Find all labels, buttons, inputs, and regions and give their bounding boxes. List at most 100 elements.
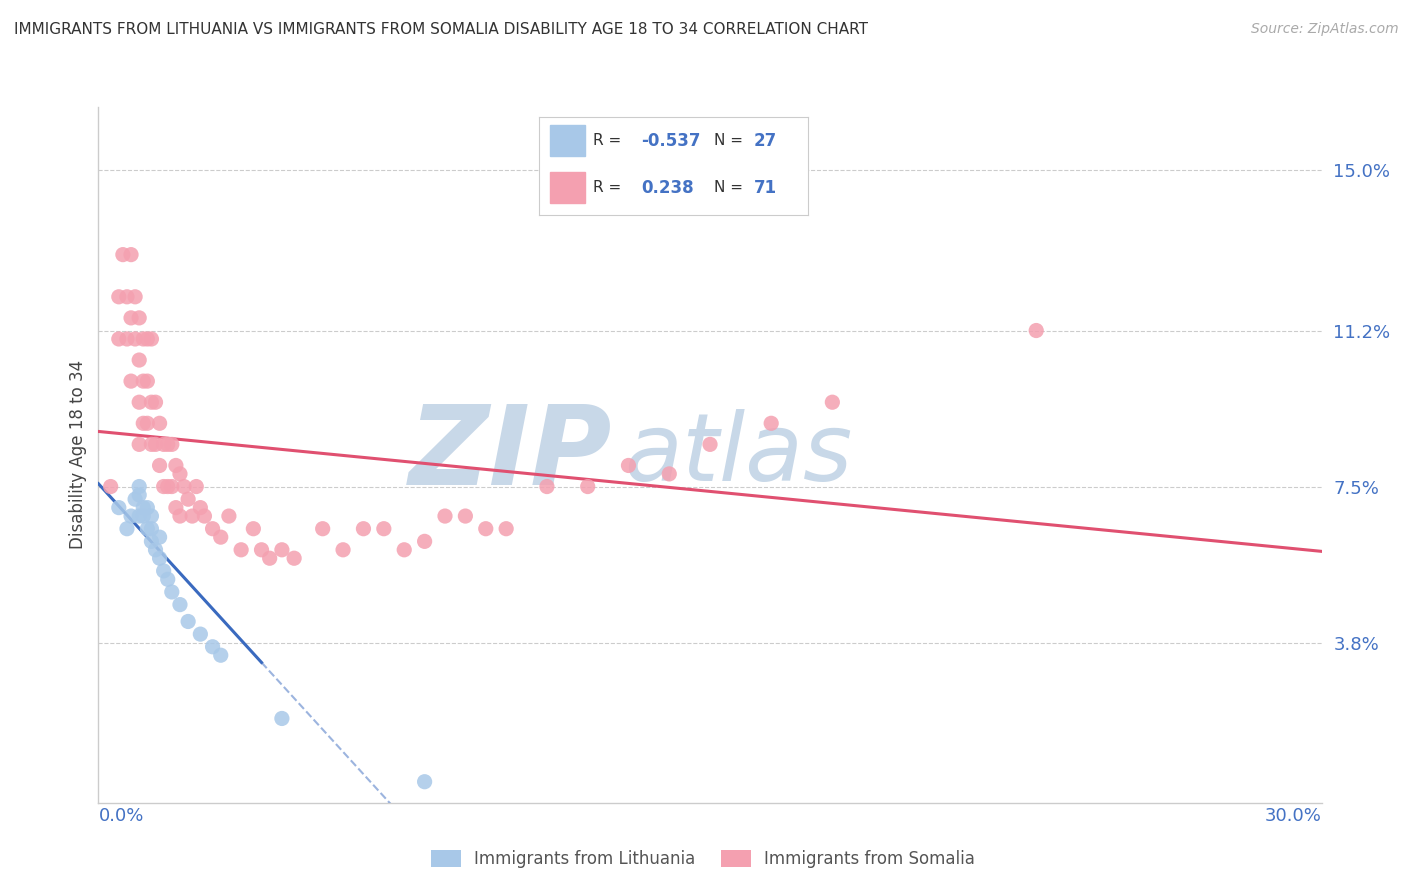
Point	[169, 467, 191, 481]
Text: IMMIGRANTS FROM LITHUANIA VS IMMIGRANTS FROM SOMALIA DISABILITY AGE 18 TO 34 COR: IMMIGRANTS FROM LITHUANIA VS IMMIGRANTS …	[14, 22, 868, 37]
Point	[100, 479, 122, 493]
Point	[124, 290, 146, 304]
Point	[658, 467, 681, 481]
Point	[173, 479, 195, 493]
Point	[128, 509, 150, 524]
Point	[152, 564, 174, 578]
Point	[132, 509, 155, 524]
Point	[128, 488, 150, 502]
Point	[1025, 324, 1047, 338]
Point	[156, 479, 179, 493]
Point	[177, 492, 200, 507]
Point	[136, 522, 159, 536]
Point	[136, 374, 159, 388]
Point	[474, 522, 498, 536]
Point	[392, 542, 416, 557]
Point	[201, 522, 224, 536]
Point	[160, 585, 183, 599]
Point	[181, 509, 204, 524]
Point	[128, 479, 150, 493]
Point	[124, 332, 146, 346]
Text: atlas: atlas	[624, 409, 852, 500]
Point	[149, 458, 172, 473]
Point	[536, 479, 558, 493]
Point	[821, 395, 844, 409]
Point	[617, 458, 640, 473]
Point	[218, 509, 240, 524]
Point	[169, 509, 191, 524]
Point	[111, 247, 134, 261]
Point	[115, 332, 138, 346]
Point	[145, 437, 167, 451]
Point	[128, 310, 150, 325]
Point	[108, 500, 131, 515]
Point	[201, 640, 224, 654]
Point	[169, 598, 191, 612]
Point	[250, 542, 273, 557]
Point	[312, 522, 335, 536]
Point	[128, 353, 150, 368]
Point	[188, 627, 212, 641]
Point	[413, 534, 436, 549]
Point	[242, 522, 264, 536]
Point	[141, 395, 163, 409]
Point	[177, 615, 200, 629]
Point	[141, 437, 163, 451]
Point	[188, 500, 212, 515]
Point	[193, 509, 215, 524]
Point	[132, 500, 155, 515]
Point	[231, 542, 253, 557]
Point	[761, 417, 783, 431]
Point	[120, 310, 142, 325]
Point	[128, 437, 150, 451]
Point	[152, 479, 174, 493]
Point	[120, 247, 142, 261]
Point	[156, 572, 179, 586]
Point	[115, 522, 138, 536]
Point	[136, 332, 159, 346]
Point	[136, 417, 159, 431]
Point	[332, 542, 354, 557]
Text: ZIP: ZIP	[409, 401, 612, 508]
Point	[165, 500, 187, 515]
Point	[120, 509, 142, 524]
Text: 0.0%: 0.0%	[98, 807, 143, 825]
Point	[454, 509, 477, 524]
Point	[124, 492, 146, 507]
Point	[115, 290, 138, 304]
Legend: Immigrants from Lithuania, Immigrants from Somalia: Immigrants from Lithuania, Immigrants fr…	[425, 843, 981, 875]
Point	[270, 711, 294, 725]
Point	[259, 551, 281, 566]
Point	[373, 522, 395, 536]
Point	[186, 479, 208, 493]
Point	[120, 374, 142, 388]
Point	[149, 551, 172, 566]
Point	[141, 522, 163, 536]
Point	[132, 417, 155, 431]
Point	[149, 530, 172, 544]
Text: 30.0%: 30.0%	[1265, 807, 1322, 825]
Point	[270, 542, 294, 557]
Point	[434, 509, 457, 524]
Point	[145, 542, 167, 557]
Point	[141, 534, 163, 549]
Point	[145, 395, 167, 409]
Point	[141, 509, 163, 524]
Point	[152, 437, 174, 451]
Point	[108, 332, 131, 346]
Y-axis label: Disability Age 18 to 34: Disability Age 18 to 34	[69, 360, 87, 549]
Point	[132, 332, 155, 346]
Point	[108, 290, 131, 304]
Point	[165, 458, 187, 473]
Point	[160, 479, 183, 493]
Point	[413, 774, 436, 789]
Point	[576, 479, 599, 493]
Point	[209, 648, 232, 663]
Point	[141, 332, 163, 346]
Text: Source: ZipAtlas.com: Source: ZipAtlas.com	[1251, 22, 1399, 37]
Point	[699, 437, 721, 451]
Point	[156, 437, 179, 451]
Point	[160, 437, 183, 451]
Point	[352, 522, 374, 536]
Point	[132, 374, 155, 388]
